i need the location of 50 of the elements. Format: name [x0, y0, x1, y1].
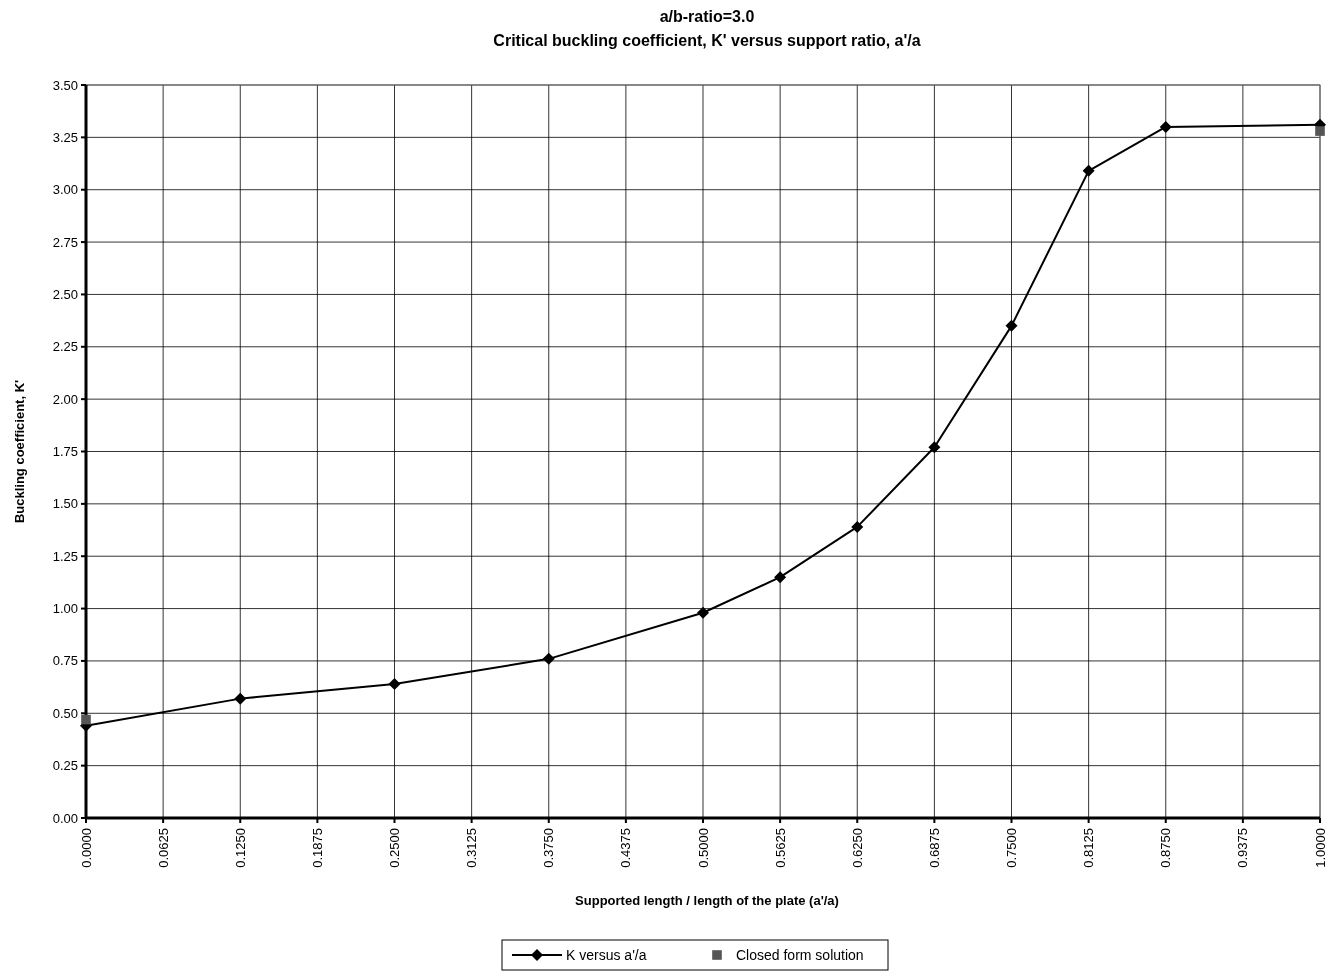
y-tick-label: 2.75 [52, 234, 78, 250]
x-tick-label: 0.8750 [1158, 828, 1174, 868]
x-tick-label: 0.3125 [464, 828, 480, 868]
point [1005, 319, 1018, 332]
point [388, 677, 401, 690]
chart-subtitle: Critical buckling coefficient, K' versus support ratio, a'/a [493, 32, 921, 49]
point [928, 441, 941, 454]
point [1082, 164, 1095, 177]
x-tick-label: 0.0625 [155, 828, 171, 868]
point [851, 520, 864, 533]
point [1159, 120, 1172, 133]
y-tick-label: 0.25 [52, 758, 78, 774]
legend-label: K versus a'/a [566, 946, 647, 963]
x-tick-label: 0.3750 [541, 828, 557, 868]
y-tick-label: 0.75 [52, 653, 78, 669]
x-tick-label: 0.7500 [1004, 828, 1020, 868]
y-tick-label: 1.25 [52, 548, 78, 564]
y-tick-label: 1.75 [52, 444, 78, 460]
y-tick-label: 2.00 [52, 391, 78, 407]
x-tick-label: 0.5625 [772, 828, 788, 868]
y-tick-label: 0.50 [52, 705, 78, 721]
x-axis-title: Supported length / length of the plate (a'/a) [575, 893, 839, 908]
y-axis-title: Buckling coefficient, K' [12, 379, 27, 524]
legend-label: Closed form solution [736, 946, 864, 963]
y-tick-label: 0.00 [52, 810, 78, 826]
y-tick-label: 2.25 [52, 339, 78, 355]
x-tick-label: 1.0000 [1312, 828, 1328, 868]
point [234, 692, 247, 705]
x-tick-label: 0.6875 [926, 828, 942, 868]
x-tick-label: 0.9375 [1235, 828, 1251, 868]
point [542, 652, 555, 665]
chart-title: a/b-ratio=3.0 [659, 8, 755, 25]
y-tick-label: 1.00 [52, 601, 78, 617]
x-tick-label: 0.1875 [309, 828, 325, 868]
point [697, 606, 709, 619]
point [774, 571, 787, 584]
y-tick-label: 3.25 [52, 129, 78, 145]
x-tick-label: 0.4375 [618, 828, 634, 868]
point [81, 714, 91, 725]
x-tick-label: 0.8125 [1081, 828, 1097, 868]
y-tick-label: 1.50 [52, 496, 78, 512]
x-tick-label: 0.5000 [695, 828, 711, 868]
y-tick-label: 3.50 [52, 77, 78, 93]
x-tick-label: 0.2500 [387, 828, 403, 868]
x-tick-label: 0.0000 [78, 828, 94, 868]
y-tick-label: 2.50 [52, 286, 78, 302]
x-tick-label: 0.6250 [849, 828, 865, 868]
y-tick-label: 3.00 [52, 182, 78, 198]
x-tick-label: 0.1250 [232, 828, 248, 868]
point [1315, 126, 1325, 136]
